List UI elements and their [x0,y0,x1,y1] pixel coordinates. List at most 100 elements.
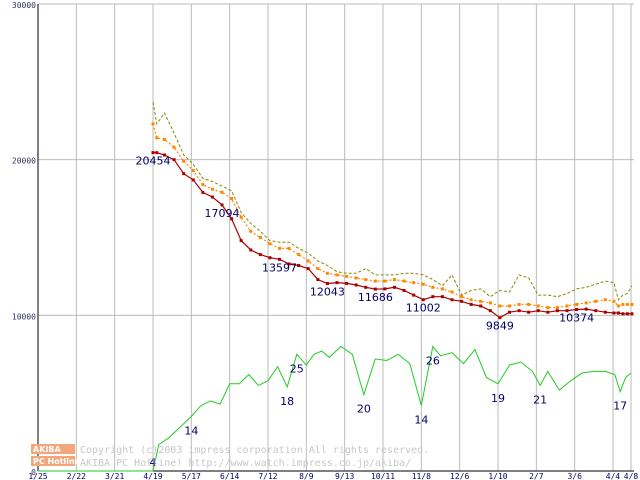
series-point-1 [230,197,234,201]
series-point-0 [383,287,387,291]
value-annotation: 11002 [406,302,441,315]
series-point-1 [565,304,569,308]
x-tick-label: 5/17 [182,472,201,480]
series-point-1 [498,304,502,308]
x-tick-label: 3/6 [567,472,582,480]
x-tick-label: 2/22 [67,472,86,480]
series-point-0 [450,298,454,302]
series-point-0 [287,262,291,266]
series-point-0 [517,309,521,313]
series-point-0 [345,281,349,285]
x-tick-label: 4/8 [624,472,639,480]
series-point-0 [616,311,620,315]
series-point-0 [163,153,166,157]
series-point-1 [440,287,444,291]
series-point-0 [258,253,262,257]
series-point-1 [268,242,272,246]
series-point-1 [479,299,483,303]
series-point-0 [508,310,511,314]
series-point-1 [584,301,588,305]
x-tick-label: 3/21 [105,472,124,480]
series-point-0 [151,151,155,155]
y-tick-label: 20000 [12,157,36,166]
series-point-1 [517,302,521,306]
series-point-0 [354,283,358,287]
series-point-0 [440,295,444,299]
value-annotation: 10374 [559,312,594,325]
logo-top-block [31,444,75,454]
series-point-0 [488,309,492,313]
series-line-0 [152,152,632,319]
copyright-line2: AKIBA PC Hotline! http://www.watch.impre… [80,458,411,469]
x-tick-label: 9/13 [335,472,354,480]
series-point-1 [151,122,155,126]
value-annotation: 13597 [262,261,297,274]
series-point-0 [612,311,616,315]
series-point-1 [335,273,339,277]
series-point-0 [278,257,281,261]
x-tick-label: 2/7 [529,472,544,480]
logo-line2: PC Hotline [33,457,81,466]
value-annotation: 20454 [136,155,171,168]
series-point-0 [335,281,339,285]
series-point-0 [575,308,579,312]
series-point-1 [594,299,598,303]
series-point-0 [325,282,329,286]
series-point-1 [287,246,291,250]
series-point-1 [393,278,396,282]
series-point-1 [258,236,262,239]
logo-bottom-block [31,456,75,466]
series-point-0 [630,312,634,316]
series-point-1 [625,302,629,306]
series-point-0 [172,158,176,162]
series-point-1 [201,183,205,187]
x-tick-label: 1/10 [488,472,507,480]
series-point-0 [621,312,625,316]
x-tick-label: 4/4 [606,472,621,480]
series-point-1 [172,145,176,149]
series-point-1 [431,285,435,289]
logo-line1: AKIBA [33,445,61,454]
count-annotation: 26 [426,354,440,367]
series-point-0 [546,310,550,314]
value-annotation: 12043 [310,286,345,299]
series-point-1 [249,229,253,233]
x-tick-label: 1/25 [28,472,47,480]
x-tick-label: 6/14 [220,472,239,480]
series-point-1 [555,306,559,310]
series-point-0 [498,316,502,320]
series-point-1 [460,295,464,299]
series-point-0 [460,299,464,303]
series-point-1 [155,136,159,140]
count-annotation: 20 [357,403,371,416]
series-point-0 [364,285,368,289]
count-annotation: 17 [613,400,627,413]
series-point-0 [479,304,483,308]
series-point-1 [546,306,550,310]
count-annotation: 21 [533,393,547,406]
series-point-1 [306,259,310,263]
series-point-1 [383,279,387,283]
series-point-1 [575,302,579,306]
series-point-1 [616,304,620,308]
series-point-1 [373,279,377,283]
series-point-1 [508,304,511,308]
series-point-0 [421,298,425,302]
count-annotation: 14 [414,414,428,427]
count-annotation: 4 [150,456,157,469]
series-point-0 [316,278,320,282]
series-point-0 [201,190,205,194]
value-annotation: 17094 [205,207,240,220]
series-point-0 [210,195,214,199]
series-point-0 [584,307,588,311]
x-tick-label: 11/8 [412,472,431,480]
y-tick-label: 30000 [12,1,36,10]
footer-watermark: AKIBA PC Hotline Copyright (c)2003 impre… [31,444,429,469]
series-point-0 [393,285,396,289]
series-point-0 [594,309,598,313]
series-point-0 [412,293,416,297]
series-point-1 [412,281,416,285]
series-point-0 [373,287,377,291]
series-point-1 [488,301,492,305]
